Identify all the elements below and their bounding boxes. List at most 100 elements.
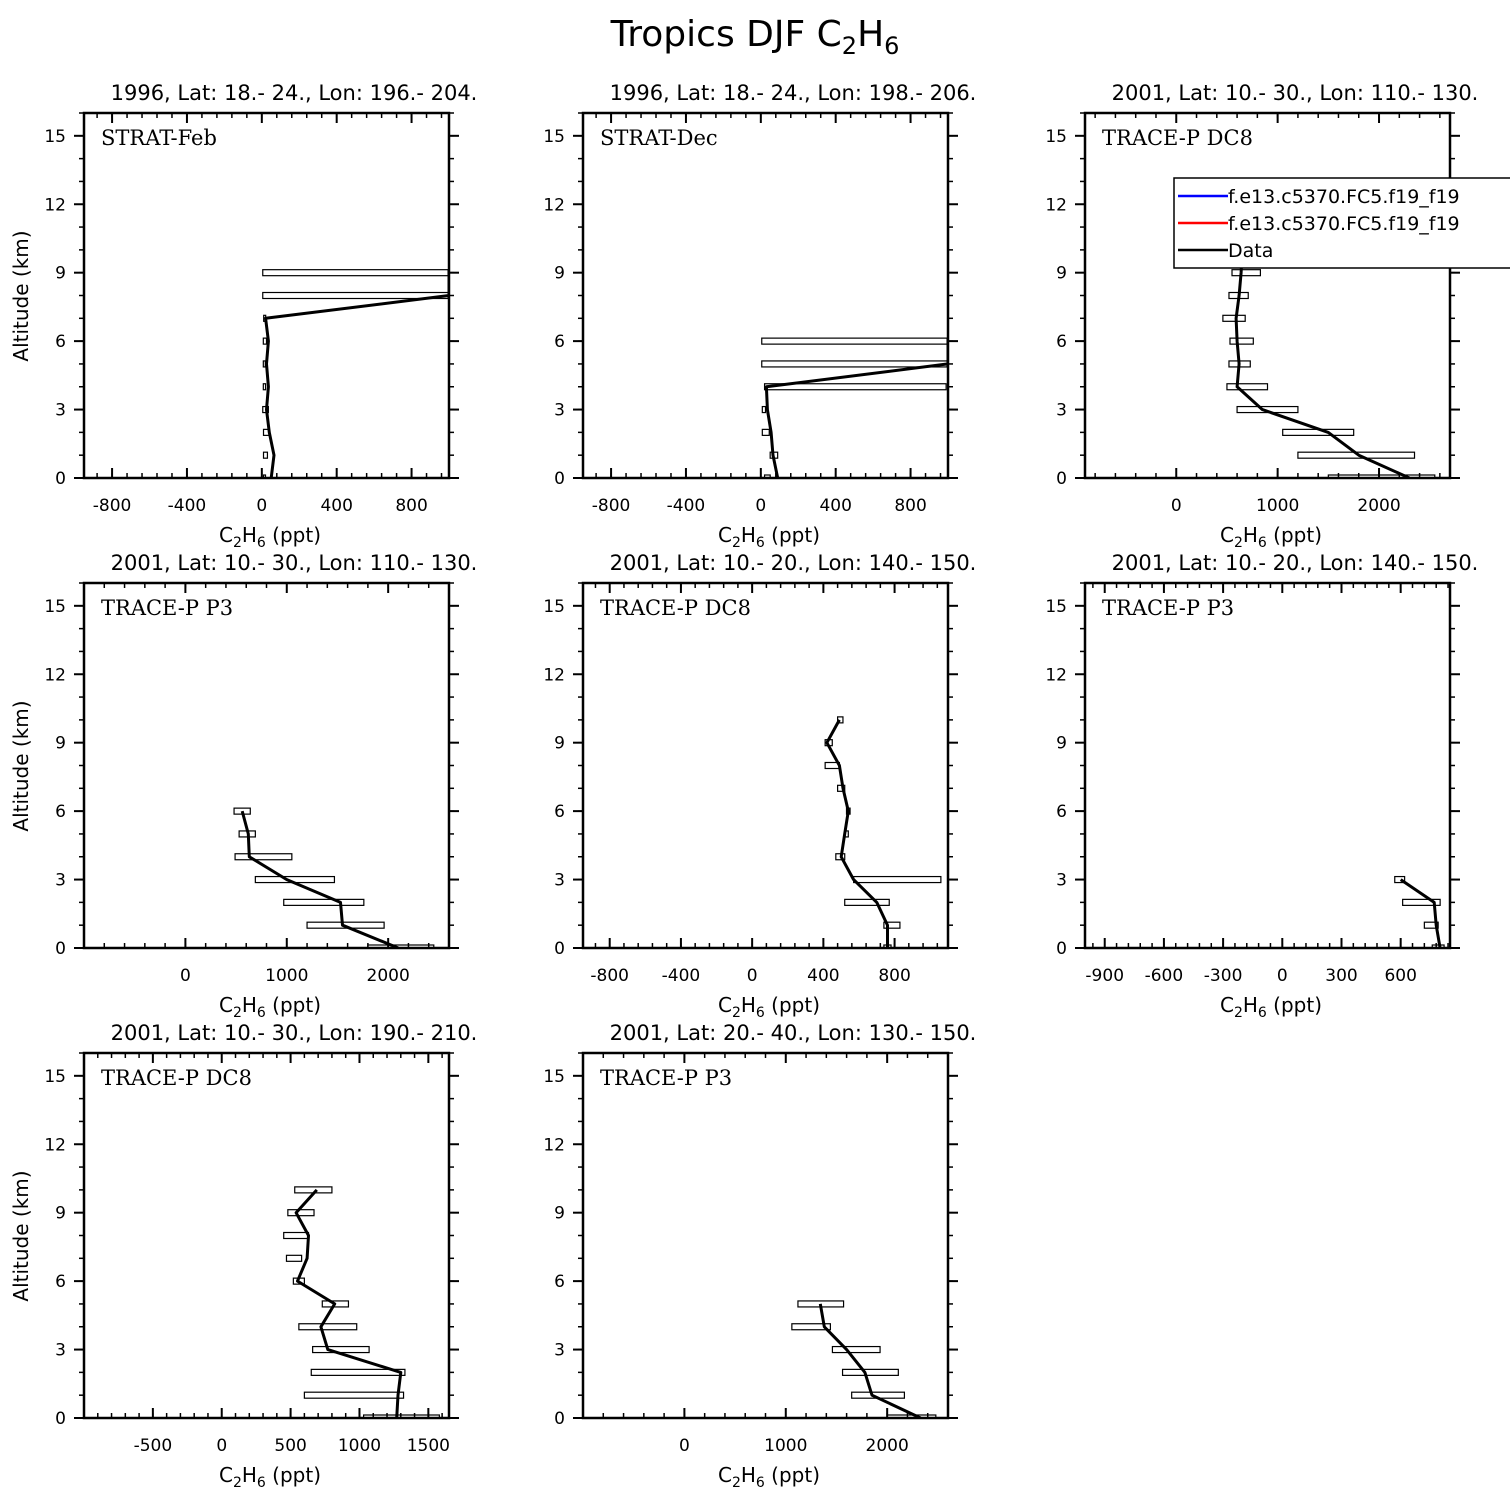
x-axis-label: C2H6 (ppt)	[219, 523, 321, 551]
data-line	[764, 341, 948, 478]
x-tick-label: 0	[1277, 966, 1288, 986]
data-line	[294, 1188, 403, 1418]
panel-subtitle: 2001, Lat: 10.- 30., Lon: 110.- 130.	[1112, 81, 1479, 105]
y-tick-label: 3	[1056, 401, 1067, 421]
plot-frame	[1083, 111, 1452, 480]
panel-subtitle: 2001, Lat: 10.- 20., Lon: 140.- 150.	[1112, 551, 1479, 575]
y-tick-label: 15	[44, 597, 66, 617]
y-tick-label: 9	[554, 264, 565, 284]
range-bar	[306, 921, 385, 929]
x-tick-label: 800	[878, 966, 910, 986]
panel-2: 1996, Lat: 18.- 24., Lon: 198.- 206. 0 3 6 9…	[543, 81, 976, 551]
y-tick-label: 0	[55, 469, 66, 489]
y-tick-label: 12	[543, 1135, 565, 1155]
range-bar	[1327, 474, 1436, 478]
x-tick-label: 400	[320, 496, 352, 516]
x-tick-label: 300	[1325, 966, 1357, 986]
plot-frame	[581, 581, 950, 950]
range-bar	[761, 405, 767, 414]
plot-frame	[1083, 581, 1452, 950]
range-bar	[763, 383, 947, 391]
range-bar	[883, 921, 901, 929]
y-tick-label: 15	[44, 127, 66, 147]
y-tick-label: 15	[1045, 597, 1067, 617]
y-tick-label: 9	[1056, 264, 1067, 284]
legend-label-1: f.e13.c5370.FC5.f19_f19	[1228, 186, 1460, 208]
range-bar	[837, 716, 844, 724]
y-tick-label: 6	[554, 802, 565, 822]
x-tick-label: 0	[747, 966, 758, 986]
x-tick-label: 1000	[764, 1436, 807, 1456]
panels: 1996, Lat: 18.- 24., Lon: 196.- 204. 0 3 6 9…	[9, 81, 1510, 1491]
panel-5: 2001, Lat: 10.- 20., Lon: 140.- 150. 0 3 6 9…	[543, 551, 976, 1021]
x-axis-label: C2H6 (ppt)	[1220, 523, 1322, 551]
x-tick-label: 1500	[407, 1436, 450, 1456]
y-tick-label: 12	[44, 1135, 66, 1155]
y-tick-label: 9	[554, 1204, 565, 1224]
data-line	[1234, 249, 1411, 478]
y-tick-label: 12	[44, 195, 66, 215]
y-tick-label: 9	[55, 734, 66, 754]
data-line	[264, 272, 449, 478]
data-line	[818, 1303, 922, 1418]
range-bar	[262, 451, 269, 459]
range-bar	[262, 474, 267, 478]
y-tick-label: 15	[543, 127, 565, 147]
y-tick-label: 0	[554, 1409, 565, 1429]
x-tick-label: 0	[216, 1436, 227, 1456]
range-bar	[1231, 269, 1262, 277]
range-bar	[287, 1209, 315, 1217]
x-tick-label: 1000	[1256, 496, 1299, 516]
y-tick-label: 15	[1045, 127, 1067, 147]
y-tick-label: 0	[55, 939, 66, 959]
range-bar	[262, 337, 268, 345]
y-tick-label: 3	[55, 401, 66, 421]
range-bar	[1229, 337, 1254, 345]
panel-subtitle: 2001, Lat: 10.- 30., Lon: 190.- 210.	[111, 1021, 478, 1045]
x-tick-label: 2000	[866, 1436, 909, 1456]
y-tick-label: 12	[543, 195, 565, 215]
y-tick-label: 3	[55, 871, 66, 891]
y-tick-label: 6	[554, 332, 565, 352]
y-tick-label: 6	[55, 332, 66, 352]
x-tick-label: -300	[1204, 966, 1243, 986]
panel-subtitle: 2001, Lat: 10.- 30., Lon: 110.- 130.	[111, 551, 478, 575]
plot-frame	[82, 1051, 451, 1420]
x-tick-label: 1000	[265, 966, 308, 986]
campaign-label: TRACE-P P3	[101, 596, 233, 620]
x-tick-label: 0	[1171, 496, 1182, 516]
campaign-label: TRACE-P P3	[1102, 596, 1234, 620]
x-tick-label: 0	[755, 496, 766, 516]
campaign-label: TRACE-P DC8	[101, 1066, 252, 1090]
x-axis-label: C2H6 (ppt)	[219, 1463, 321, 1491]
x-tick-label: -400	[662, 966, 701, 986]
range-bar	[1226, 383, 1269, 391]
x-tick-label: 0	[180, 966, 191, 986]
x-tick-label: 800	[894, 496, 926, 516]
range-bar	[321, 1300, 350, 1308]
panel-subtitle: 2001, Lat: 20.- 40., Lon: 130.- 150.	[610, 1021, 977, 1045]
y-axis-label: Altitude (km)	[9, 1170, 33, 1301]
range-bar	[234, 853, 293, 861]
panel-8: 2001, Lat: 20.- 40., Lon: 130.- 150. 0 3 6 9…	[543, 1021, 976, 1491]
x-tick-label: -400	[667, 496, 706, 516]
y-tick-label: 3	[554, 871, 565, 891]
y-tick-label: 6	[1056, 802, 1067, 822]
range-bar	[831, 1345, 881, 1354]
y-tick-label: 6	[554, 1272, 565, 1292]
x-tick-label: -800	[590, 966, 629, 986]
x-tick-label: 0	[256, 496, 267, 516]
panel-6: 2001, Lat: 10.- 20., Lon: 140.- 150. 0 3 6 9…	[1045, 551, 1478, 1021]
x-tick-label: -800	[93, 496, 132, 516]
range-bar	[298, 1323, 358, 1331]
main-title: Tropics DJF C2H6	[610, 14, 900, 60]
campaign-label: TRACE-P DC8	[1102, 126, 1253, 150]
range-bar	[1394, 875, 1406, 884]
x-tick-label: 400	[819, 496, 851, 516]
x-tick-label: 400	[807, 966, 839, 986]
x-axis-label: C2H6 (ppt)	[1220, 993, 1322, 1021]
y-tick-label: 9	[55, 264, 66, 284]
x-tick-label: -600	[1145, 966, 1184, 986]
x-tick-label: -400	[168, 496, 207, 516]
